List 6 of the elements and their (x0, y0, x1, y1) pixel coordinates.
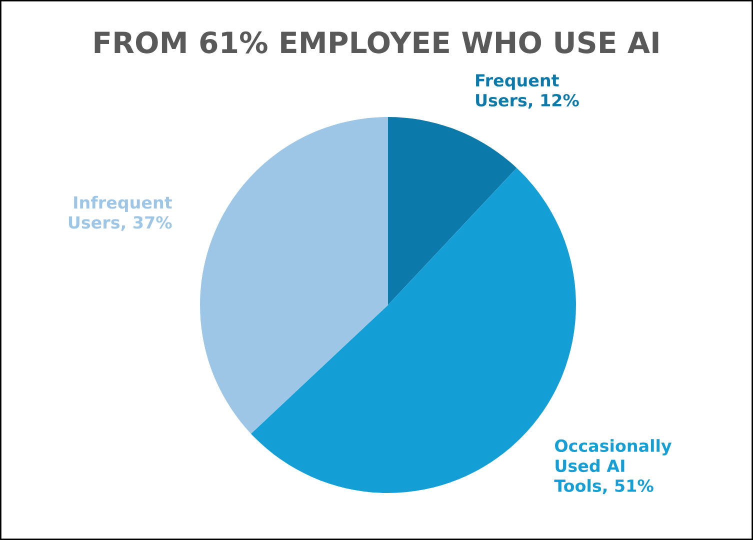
slice-label: Infrequent Users, 37% (68, 196, 172, 231)
chart-title: FROM 61% EMPLOYEE WHO USE AI (94, 31, 658, 54)
pie-slice (388, 117, 517, 305)
pie-slice (200, 117, 388, 434)
slice-label: Frequent Users, 12% (476, 74, 579, 109)
slice-label: Occasionally Used AI Tools, 51% (554, 439, 672, 494)
